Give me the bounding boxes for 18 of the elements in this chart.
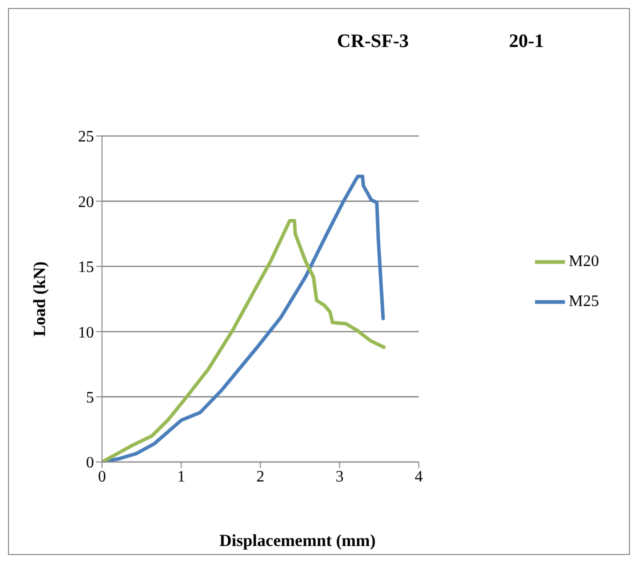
x-tick-label: 2 bbox=[256, 468, 264, 486]
y-tick-label: 15 bbox=[78, 259, 94, 276]
legend-label: M20 bbox=[568, 252, 599, 270]
y-tick-label: 0 bbox=[86, 454, 94, 472]
x-axis-title: Displacememnt (mm) bbox=[218, 531, 377, 551]
text: 20-1 bbox=[509, 31, 544, 53]
x-tick-label: 3 bbox=[336, 468, 344, 486]
legend-label: M25 bbox=[568, 292, 599, 310]
y-axis-title: Load (kN) bbox=[30, 261, 50, 337]
y-tick-label: 5 bbox=[86, 389, 94, 406]
x-tick-label: 4 bbox=[414, 468, 423, 486]
x-tick-label: 1 bbox=[177, 468, 186, 486]
x-tick-label: 0 bbox=[98, 468, 106, 486]
line-series bbox=[102, 219, 386, 462]
y-tick-label: 10 bbox=[78, 324, 94, 342]
y-tick-label: 25 bbox=[78, 128, 94, 146]
chart-title: CR-SF-3 bbox=[337, 31, 409, 53]
y-tick-label: 20 bbox=[78, 194, 94, 211]
